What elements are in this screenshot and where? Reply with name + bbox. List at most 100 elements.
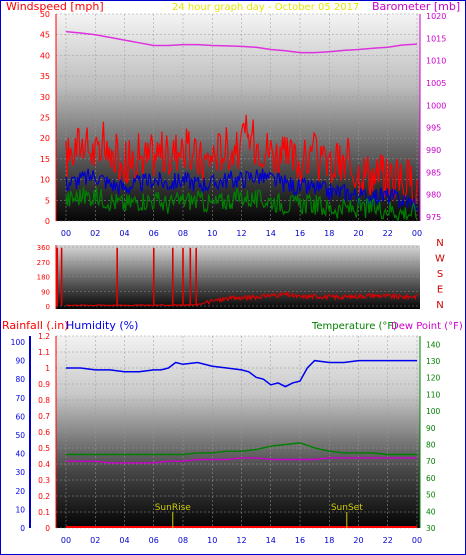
windspeed-tick: 35 xyxy=(40,72,50,81)
barometer-tick: 985 xyxy=(426,168,441,177)
humidity-tick: 80 xyxy=(15,375,25,384)
windspeed-tick: 45 xyxy=(40,31,50,40)
rainfall-tick: 0.1 xyxy=(38,508,50,517)
sunrise-label: SunRise xyxy=(155,503,192,513)
rainfall-tick: 0.2 xyxy=(38,492,50,501)
windspeed-tick: 40 xyxy=(40,51,50,60)
rainfall-tick: 0.7 xyxy=(38,412,50,421)
rainfall-tick: 0.9 xyxy=(38,380,50,389)
wind-hour-tick: 00 xyxy=(61,229,71,238)
windspeed-axis-title: Windspeed [mph] xyxy=(6,0,104,13)
weather-hour-tick: 18 xyxy=(324,536,334,545)
humidity-tick: 30 xyxy=(15,468,25,477)
temperature-tick: 100 xyxy=(426,407,441,416)
wind-hour-tick: 02 xyxy=(90,229,100,238)
direction-tick: 270 xyxy=(37,259,50,267)
temperature-tick: 140 xyxy=(426,340,441,349)
weather-hour-tick: 20 xyxy=(353,536,363,545)
weather-hour-tick: 00 xyxy=(412,536,422,545)
temperature-tick: 130 xyxy=(426,357,441,366)
weather-hour-tick: 10 xyxy=(207,536,217,545)
rainfall-tick: 1.1 xyxy=(38,348,50,357)
temperature-tick: 90 xyxy=(426,424,436,433)
temperature-tick: 40 xyxy=(426,507,436,516)
rainfall-tick: 0 xyxy=(45,524,50,533)
direction-tick: 180 xyxy=(37,274,50,282)
barometer-tick: 1010 xyxy=(426,57,446,66)
wind-hour-tick: 12 xyxy=(236,229,246,238)
sun-events: SunRise SunSet xyxy=(155,503,363,528)
wind-gust-line xyxy=(65,114,418,206)
humidity-tick: 90 xyxy=(15,357,25,366)
weather-hour-tick: 16 xyxy=(295,536,305,545)
weather-hour-tick: 02 xyxy=(90,536,100,545)
barometer-tick: 980 xyxy=(426,191,441,200)
sunset-label: SunSet xyxy=(331,503,363,513)
humidity-tick: 50 xyxy=(15,431,25,440)
wind-hour-tick: 16 xyxy=(295,229,305,238)
wind-hour-tick: 06 xyxy=(149,229,159,238)
wind-hour-tick: 10 xyxy=(207,229,217,238)
windspeed-tick: 0 xyxy=(45,217,50,226)
weather-chart: 0 0.1 0.2 0.3 0.4 0.5 0.6 0.7 0.8 0.9 1 1.1 1.2 0 10 2… xyxy=(11,332,441,545)
graph-title: 24 hour graph day - October 05 2017 xyxy=(172,2,359,13)
rainfall-tick-labels: 0 0.1 0.2 0.3 0.4 0.5 0.6 0.7 0.8 0.9 1 1.1 1.2 xyxy=(38,332,50,533)
rainfall-tick: 1 xyxy=(45,364,50,373)
temperature-tick: 110 xyxy=(426,390,441,399)
rainfall-tick: 0.8 xyxy=(38,396,50,405)
windspeed-tick: 15 xyxy=(40,155,50,164)
rainfall-tick: 0.6 xyxy=(38,428,50,437)
barometer-tick: 990 xyxy=(426,146,441,155)
barometer-axis-title: Barometer [mb] xyxy=(372,0,460,13)
humidity-tick: 100 xyxy=(11,338,26,347)
weather-gridlines xyxy=(56,335,420,529)
rainfall-tick: 1.2 xyxy=(38,332,50,341)
windspeed-tick: 50 xyxy=(40,10,50,19)
wind-series-group xyxy=(65,30,418,221)
compass-label: N xyxy=(436,300,443,311)
barometer-tick: 1005 xyxy=(426,79,446,88)
temperature-tick: 70 xyxy=(426,457,436,466)
weather-hour-tick: 06 xyxy=(149,536,159,545)
humidity-tick: 70 xyxy=(15,394,25,403)
temperature-tick-labels: 30 40 50 60 70 80 90 100 110 120 130 140 xyxy=(426,340,441,533)
rainfall-tick: 0.3 xyxy=(38,476,50,485)
humidity-tick: 20 xyxy=(15,487,25,496)
wind-hour-tick: 08 xyxy=(178,229,188,238)
weather-hour-tick: 22 xyxy=(383,536,393,545)
barometer-tick: 1020 xyxy=(426,12,446,21)
humidity-tick: 60 xyxy=(15,412,25,421)
wind-hour-tick: 18 xyxy=(324,229,334,238)
barometer-tick: 1000 xyxy=(426,101,446,110)
rainfall-axis-title: Rainfall (.in) xyxy=(2,319,69,332)
temperature-tick: 60 xyxy=(426,474,436,483)
dewpoint-axis-title: Dew Point (°F) xyxy=(391,321,463,332)
weather-hour-tick-labels: 00 02 04 06 08 10 12 14 16 18 20 22 00 xyxy=(61,536,422,545)
direction-line xyxy=(65,290,418,307)
weather-hour-tick: 00 xyxy=(61,536,71,545)
barometer-line xyxy=(65,30,418,54)
temperature-tick: 30 xyxy=(426,524,436,533)
humidity-tick-labels: 0 10 20 30 40 50 60 70 80 90 100 xyxy=(11,338,26,533)
weather-hour-tick: 14 xyxy=(266,536,276,545)
barometer-tick: 1015 xyxy=(426,34,446,43)
weather-hour-tick: 12 xyxy=(236,536,246,545)
wind-hour-tick: 22 xyxy=(383,229,393,238)
temperature-tick: 80 xyxy=(426,441,436,450)
wind-hour-tick: 04 xyxy=(119,229,129,238)
windspeed-tick: 5 xyxy=(45,196,50,205)
rainfall-tick: 0.5 xyxy=(38,444,50,453)
wind-low-line xyxy=(65,186,418,221)
humidity-tick: 40 xyxy=(15,450,25,459)
windspeed-tick: 10 xyxy=(40,176,50,185)
temperature-tick: 120 xyxy=(426,374,441,383)
direction-series-group xyxy=(56,247,418,307)
wind-hour-tick: 14 xyxy=(266,229,276,238)
direction-tick: 360 xyxy=(37,244,50,252)
rainfall-tick: 0.4 xyxy=(38,460,50,469)
direction-tick: 0 xyxy=(46,303,50,311)
weather-series-group xyxy=(66,359,417,528)
